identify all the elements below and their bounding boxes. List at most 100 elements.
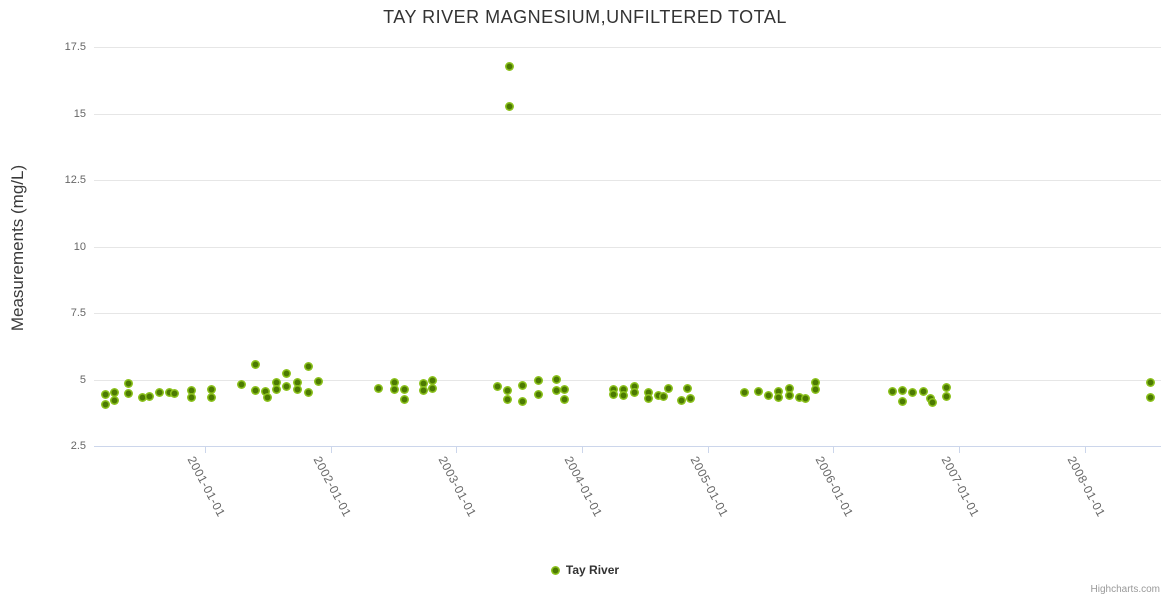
data-point[interactable] [1145,392,1155,402]
x-axis-tick [582,446,584,453]
data-point[interactable] [250,360,260,370]
data-point[interactable] [773,386,783,396]
chart-title: TAY RIVER MAGNESIUM,UNFILTERED TOTAL [383,7,787,27]
data-point[interactable] [206,384,216,394]
x-axis-tick-label: 2002-01-01 [310,454,354,520]
x-axis-tick-label: 2007-01-01 [938,454,983,520]
data-point[interactable] [518,380,528,390]
data-point[interactable] [263,393,273,403]
data-point[interactable] [165,387,175,397]
data-point[interactable] [170,388,180,398]
data-point[interactable] [753,386,763,396]
data-point[interactable] [659,392,669,402]
data-point[interactable] [928,397,938,407]
data-point[interactable] [533,390,543,400]
data-point[interactable] [260,386,270,396]
x-axis-tick [959,446,961,453]
data-point[interactable] [186,386,196,396]
data-point[interactable] [608,390,618,400]
data-point[interactable] [608,385,618,395]
data-point[interactable] [390,384,400,394]
data-point[interactable] [503,394,513,404]
data-point[interactable] [427,384,437,394]
data-point[interactable] [811,377,821,387]
data-point[interactable] [145,391,155,401]
data-point[interactable] [186,392,196,402]
data-point[interactable] [137,392,147,402]
data-point[interactable] [683,383,693,393]
data-point[interactable] [795,392,804,402]
data-point[interactable] [619,385,629,395]
data-point[interactable] [654,390,664,400]
y-gridline [94,313,1161,314]
data-point[interactable] [908,388,918,398]
data-point[interactable] [552,386,562,396]
data-point[interactable] [784,390,794,400]
data-point[interactable] [559,394,569,404]
data-point[interactable] [282,369,292,379]
data-point[interactable] [533,375,543,385]
data-point[interactable] [898,385,908,395]
data-point[interactable] [155,387,165,397]
data-point[interactable] [109,396,119,406]
data-point[interactable] [303,387,313,397]
data-point[interactable] [236,380,246,390]
data-point[interactable] [919,386,929,396]
data-point[interactable] [503,385,513,395]
data-point[interactable] [504,62,514,72]
x-axis-tick-label: 2008-01-01 [1064,454,1108,520]
data-point[interactable] [763,390,773,400]
data-point[interactable] [123,378,133,388]
data-point[interactable] [419,378,429,388]
y-gridline [94,113,1161,115]
data-point[interactable] [493,381,503,391]
data-point[interactable] [630,381,640,391]
data-point[interactable] [109,387,119,397]
data-point[interactable] [293,377,303,387]
data-point[interactable] [664,384,674,394]
data-point[interactable] [801,393,811,403]
data-point[interactable] [898,396,908,406]
highcharts-credits-link[interactable]: Highcharts.com [1090,584,1160,595]
data-point[interactable] [250,386,260,396]
data-point[interactable] [272,384,282,394]
data-point[interactable] [644,387,654,397]
data-point[interactable] [773,392,783,402]
data-point[interactable] [504,102,514,112]
data-point[interactable] [518,397,528,407]
data-point[interactable] [272,377,282,387]
data-point[interactable] [888,386,898,396]
data-point[interactable] [400,394,410,404]
data-point[interactable] [739,388,749,398]
data-point[interactable] [552,375,562,384]
data-point[interactable] [784,383,794,393]
data-point[interactable] [942,383,952,393]
data-point[interactable] [619,390,629,400]
x-axis-tick-label: 2005-01-01 [687,454,731,520]
data-point[interactable] [811,385,821,395]
data-point[interactable] [313,376,323,386]
data-point[interactable] [101,390,111,400]
data-point[interactable] [427,376,437,386]
data-point[interactable] [282,381,292,391]
data-point[interactable] [390,378,400,388]
data-point[interactable] [419,386,429,396]
data-point[interactable] [206,392,216,402]
data-point[interactable] [685,394,695,404]
data-point[interactable] [1145,377,1155,387]
data-point[interactable] [101,400,111,410]
data-point[interactable] [303,362,313,372]
data-point[interactable] [293,384,303,394]
data-point[interactable] [373,383,383,393]
legend-item-tay-river[interactable]: Tay River [0,563,1170,577]
data-point[interactable] [676,396,686,405]
data-point[interactable] [644,393,654,403]
data-point[interactable] [942,392,952,402]
data-point[interactable] [400,384,410,394]
x-axis-tick [833,446,835,453]
data-point[interactable] [630,388,640,398]
data-point[interactable] [559,385,569,395]
y-axis-tick-label: 2.5 [70,440,86,452]
data-point[interactable] [123,388,133,398]
y-axis-tick-label: 10 [73,240,86,253]
